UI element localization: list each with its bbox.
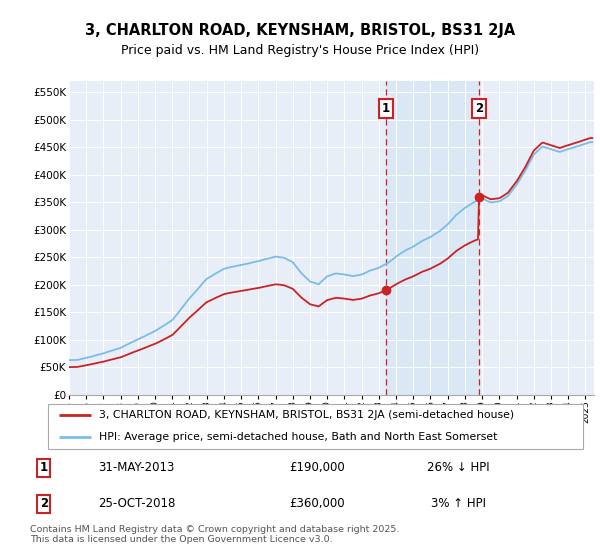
Text: £190,000: £190,000 <box>289 461 345 474</box>
Text: £360,000: £360,000 <box>289 497 345 510</box>
Text: 1: 1 <box>40 461 48 474</box>
Text: 2: 2 <box>40 497 48 510</box>
Text: Price paid vs. HM Land Registry's House Price Index (HPI): Price paid vs. HM Land Registry's House … <box>121 44 479 57</box>
Text: 31-MAY-2013: 31-MAY-2013 <box>98 461 175 474</box>
Bar <box>386 81 479 395</box>
Text: 26% ↓ HPI: 26% ↓ HPI <box>427 461 490 474</box>
Text: Contains HM Land Registry data © Crown copyright and database right 2025.
This d: Contains HM Land Registry data © Crown c… <box>29 525 399 544</box>
FancyBboxPatch shape <box>48 404 583 449</box>
Text: 3% ↑ HPI: 3% ↑ HPI <box>431 497 486 510</box>
Text: 3, CHARLTON ROAD, KEYNSHAM, BRISTOL, BS31 2JA (semi-detached house): 3, CHARLTON ROAD, KEYNSHAM, BRISTOL, BS3… <box>100 410 514 420</box>
Text: HPI: Average price, semi-detached house, Bath and North East Somerset: HPI: Average price, semi-detached house,… <box>100 432 497 442</box>
Text: 25-OCT-2018: 25-OCT-2018 <box>98 497 175 510</box>
Text: 3, CHARLTON ROAD, KEYNSHAM, BRISTOL, BS31 2JA: 3, CHARLTON ROAD, KEYNSHAM, BRISTOL, BS3… <box>85 24 515 38</box>
Text: 2: 2 <box>475 102 483 115</box>
Text: 1: 1 <box>382 102 390 115</box>
